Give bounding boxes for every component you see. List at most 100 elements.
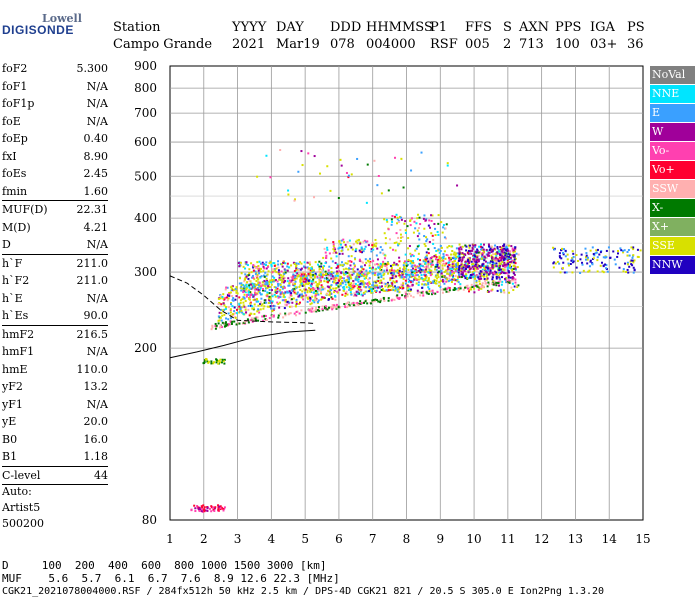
echo-point — [248, 272, 251, 275]
echo-point — [219, 294, 222, 297]
echo-point — [434, 258, 437, 261]
echo-point — [506, 272, 509, 275]
echo-point — [311, 288, 314, 291]
echo-point — [584, 258, 587, 261]
echo-point — [441, 275, 444, 278]
echo-point — [335, 282, 338, 285]
parameter-list: foF2 5.300 foF1 N/A foF1p N/A foE N/A foEp 0.40 fx… — [2, 60, 108, 485]
echo-point — [513, 250, 516, 253]
echo-point — [499, 245, 502, 248]
echo-point — [299, 284, 302, 287]
echo-point — [455, 263, 458, 266]
echo-point — [430, 256, 433, 259]
echo-point — [248, 289, 251, 292]
echo-point — [287, 284, 290, 287]
echo-point — [450, 274, 453, 277]
echo-point — [468, 244, 471, 247]
echo-point — [221, 358, 224, 361]
echo-point — [336, 270, 339, 273]
echo-point — [235, 312, 238, 315]
echo-point — [371, 241, 374, 244]
echo-point — [358, 288, 361, 291]
echo-point — [334, 298, 337, 301]
echo-point — [481, 252, 484, 255]
param-row: foEp 0.40 — [2, 130, 108, 148]
echo-point — [273, 307, 276, 310]
echo-point — [510, 260, 513, 263]
echo-point — [259, 303, 262, 306]
echo-point — [458, 253, 461, 256]
echo-point — [473, 260, 476, 263]
echo-point — [495, 260, 498, 263]
echo-point — [302, 298, 305, 301]
echo-point — [404, 296, 407, 299]
echo-point — [475, 251, 478, 254]
echo-point — [427, 252, 430, 255]
echo-point — [383, 257, 386, 260]
echo-point — [476, 284, 479, 287]
echo-point — [324, 238, 327, 241]
echo-point — [373, 244, 376, 247]
echo-point — [602, 264, 605, 267]
echo-point — [498, 250, 501, 253]
echo-point — [443, 264, 446, 267]
echo-point — [391, 264, 394, 267]
echo-point — [559, 271, 562, 274]
echo-point — [306, 289, 309, 292]
echo-point — [503, 277, 506, 280]
echo-point — [443, 236, 446, 239]
echo-point — [495, 258, 498, 261]
echo-point — [313, 274, 316, 277]
echo-point — [254, 286, 257, 289]
echo-point — [560, 249, 563, 252]
echo-point — [298, 294, 301, 297]
echo-point — [322, 256, 325, 259]
echo-point — [397, 236, 400, 239]
echo-point — [399, 215, 402, 218]
echo-point — [498, 266, 501, 269]
echo-point — [326, 292, 329, 295]
echo-point — [244, 277, 247, 280]
echo-point — [367, 278, 370, 281]
echo-point — [364, 258, 367, 261]
echo-point — [507, 261, 510, 264]
echo-point — [609, 256, 612, 259]
echo-point — [327, 277, 330, 280]
echo-point — [441, 231, 444, 234]
echo-point — [380, 279, 383, 282]
echo-point — [458, 275, 461, 278]
echo-point — [494, 244, 497, 247]
echo-point — [346, 262, 349, 265]
echo-point — [329, 286, 332, 289]
echo-point — [255, 266, 258, 269]
echo-point — [486, 253, 489, 256]
param-row: fmin 1.60 — [2, 183, 108, 201]
echo-point — [491, 271, 494, 274]
echo-point — [456, 280, 459, 283]
echo-point — [425, 260, 428, 263]
echo-point — [272, 304, 275, 307]
echo-point — [479, 245, 482, 248]
echo-point — [302, 265, 305, 268]
echo-point — [261, 315, 264, 318]
echo-point — [430, 232, 433, 235]
echo-point — [325, 280, 328, 283]
echo-point — [442, 263, 445, 266]
echo-point — [466, 287, 469, 290]
echo-point — [295, 262, 298, 265]
echo-point — [437, 259, 440, 262]
legend-item-x: X- — [650, 199, 695, 217]
echo-point — [218, 297, 221, 300]
echo-point — [503, 291, 506, 294]
echo-point — [247, 290, 250, 293]
echo-point — [442, 224, 445, 227]
echo-point — [390, 288, 393, 291]
echo-point — [337, 197, 340, 200]
echo-point — [489, 269, 492, 272]
echo-point — [243, 321, 246, 324]
echo-point — [294, 282, 297, 285]
echo-point — [307, 268, 310, 271]
echo-point — [480, 272, 483, 275]
echo-point — [326, 308, 329, 311]
echo-point — [307, 267, 310, 270]
